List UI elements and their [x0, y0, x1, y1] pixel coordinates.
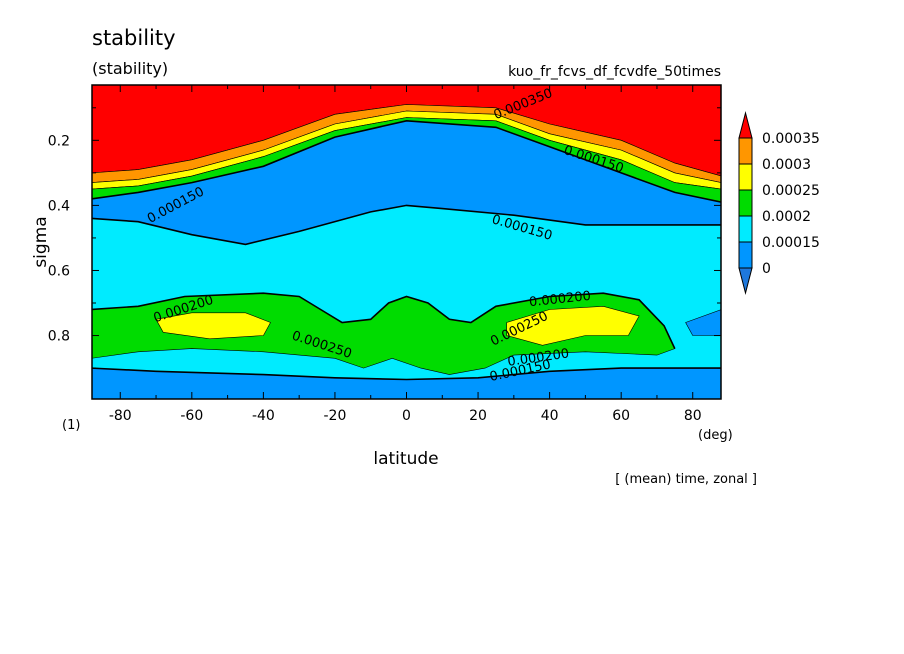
colorbar-bin — [738, 189, 753, 217]
contour-region-6 — [155, 312, 271, 340]
y-axis-label: sigma — [31, 216, 51, 267]
colorbar-label: 0.00025 — [762, 183, 820, 199]
chart-title: stability — [92, 26, 176, 50]
x-tick-label: 0 — [402, 408, 411, 424]
contour-line-3 — [92, 119, 721, 203]
colorbar: 0.00035 0.0003 0.00025 0.0002 0.00015 0 — [738, 111, 820, 295]
colorbar-label: 0.00035 — [762, 131, 820, 147]
y-tick-label: 0.6 — [48, 263, 70, 279]
x-tick-label: 40 — [541, 408, 559, 424]
colorbar-top-arrow — [738, 111, 753, 139]
colorbar-bottom-arrow — [738, 267, 753, 295]
contour-line-1 — [92, 292, 676, 349]
chart-subtitle: (stability) — [92, 59, 168, 78]
colorbar-label: 0 — [762, 261, 771, 277]
contour-region-9 — [685, 309, 721, 336]
contour-label-4: 0.000200 — [528, 289, 591, 310]
y-tick-label: 0.8 — [48, 329, 70, 345]
colorbar-label: 0.0003 — [762, 157, 811, 173]
x-tick-label: 20 — [469, 408, 487, 424]
x-axis-label: latitude — [373, 449, 438, 469]
contour-region-7 — [506, 305, 640, 346]
x-tick-label: -80 — [109, 408, 132, 424]
x-axis: -80 -60 -40 -20 0 20 40 60 80 — [109, 85, 702, 424]
contour-line-2 — [92, 367, 721, 381]
x-tick-label: 60 — [612, 408, 630, 424]
colorbar-bin — [738, 215, 753, 243]
y-tick-label: 0.2 — [48, 133, 70, 149]
contour-line-0 — [92, 204, 721, 246]
colorbar-label: 0.00015 — [762, 235, 820, 251]
x-axis-unit: (deg) — [698, 428, 733, 443]
colorbar-label: 0.0002 — [762, 209, 811, 225]
x-tick-label: 80 — [684, 408, 702, 424]
x-tick-label: -20 — [324, 408, 347, 424]
y-axis: 0.2 0.4 0.6 0.8 — [48, 107, 721, 369]
colorbar-bin — [738, 163, 753, 191]
y-tick-label: 0.4 — [48, 198, 70, 214]
footnote: [ (mean) time, zonal ] — [615, 472, 757, 487]
y-axis-unit: (1) — [62, 418, 80, 433]
x-tick-label: -60 — [180, 408, 203, 424]
run-name: kuo_fr_fcvs_df_fcvdfe_50times — [508, 64, 721, 80]
x-tick-label: -40 — [252, 408, 275, 424]
colorbar-bin — [738, 241, 753, 269]
colorbar-bin — [738, 137, 753, 165]
